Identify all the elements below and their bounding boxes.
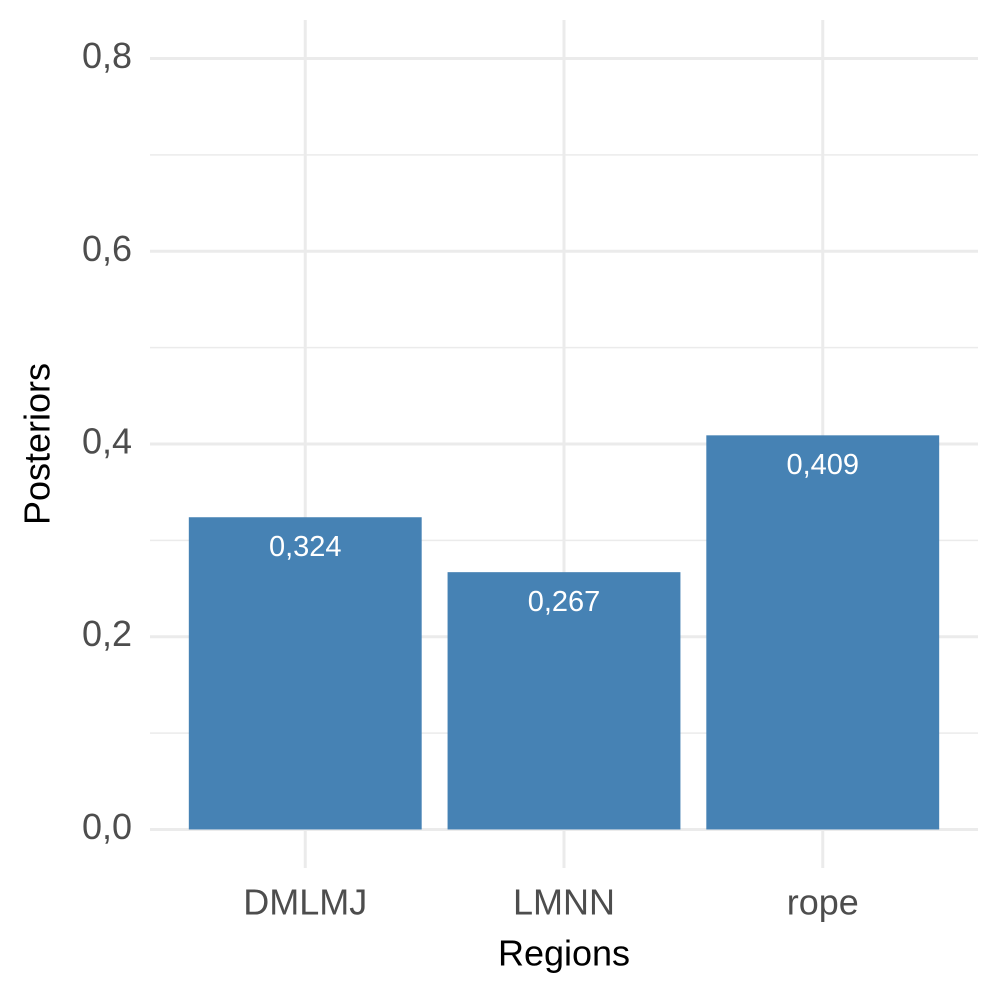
x-tick-label: LMNN — [513, 882, 615, 923]
y-tick-label: 0,4 — [82, 421, 132, 462]
bar — [188, 517, 422, 830]
y-tick-label: 0,6 — [82, 228, 132, 269]
bar — [706, 435, 940, 830]
x-tick-label: rope — [787, 882, 859, 923]
value-label: 0,324 — [269, 531, 342, 563]
y-tick-label: 0,2 — [82, 613, 132, 654]
value-label: 0,409 — [786, 449, 859, 481]
y-tick-label: 0,8 — [82, 35, 132, 76]
value-label: 0,267 — [528, 586, 601, 618]
bar — [447, 572, 681, 830]
y-axis-title: Posteriors — [17, 363, 58, 525]
x-axis-title: Regions — [498, 933, 630, 974]
y-tick-label: 0,0 — [82, 806, 132, 847]
x-tick-label: DMLMJ — [243, 882, 367, 923]
